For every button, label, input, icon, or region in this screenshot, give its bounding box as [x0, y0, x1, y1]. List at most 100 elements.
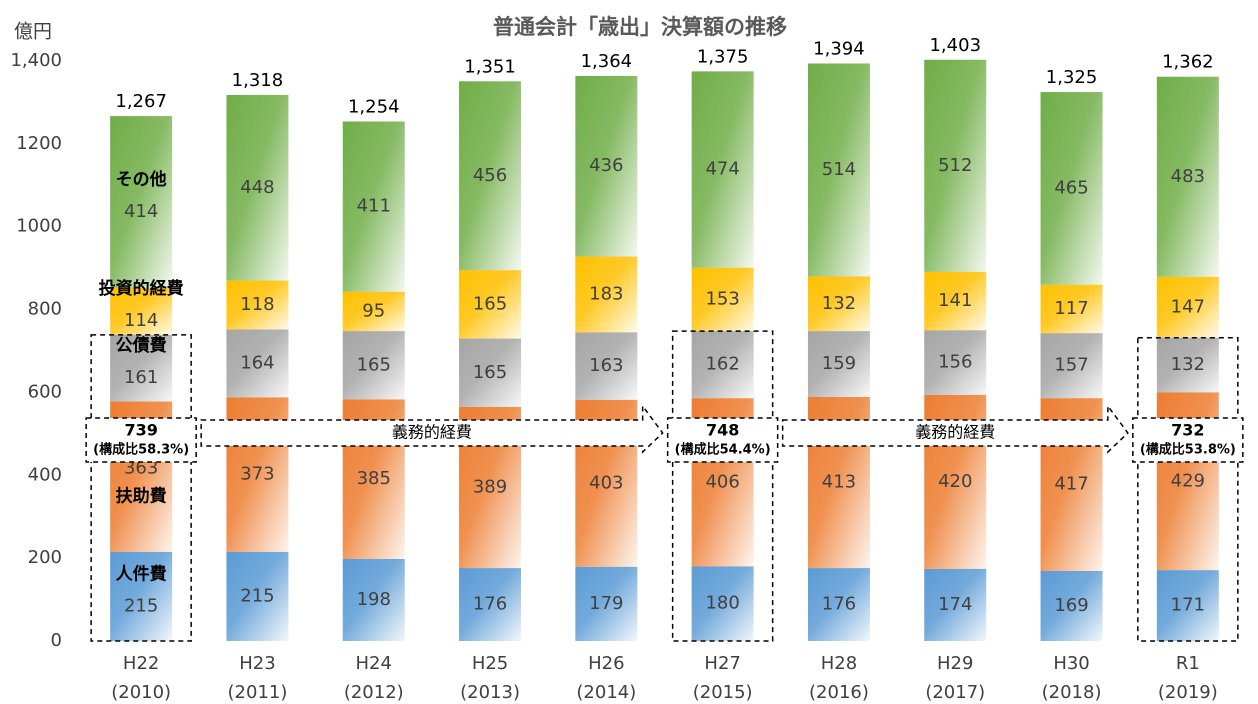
mandatory-share: (構成比53.8%) [1140, 442, 1236, 458]
bar-segment [459, 270, 522, 339]
value-label: 413 [822, 472, 856, 493]
arrow [200, 403, 664, 454]
arrow-label: 義務的経費 [915, 423, 995, 442]
value-label: 414 [124, 201, 158, 222]
bar-segment [575, 75, 638, 257]
legend-label: 公債費 [116, 335, 167, 356]
bar-segment [691, 331, 754, 399]
x-tick-label: H29 [937, 653, 973, 674]
y-tick-label: 1,400 [10, 50, 62, 71]
bar-segment [342, 331, 405, 400]
value-label: 147 [1171, 296, 1205, 317]
x-tick-label: (2010) [111, 682, 171, 703]
value-label: 164 [240, 352, 274, 373]
bar-segment [1040, 570, 1103, 641]
legend-label: 扶助費 [116, 486, 167, 507]
value-label: 176 [822, 594, 856, 615]
arrow [781, 403, 1129, 454]
x-tick-label: (2019) [1158, 682, 1218, 703]
x-tick-label: (2014) [576, 682, 636, 703]
x-tick-label: H23 [239, 653, 275, 674]
total-label: 1,375 [697, 46, 749, 67]
total-label: 1,254 [348, 96, 400, 117]
mandatory-box [666, 417, 779, 463]
value-label: 417 [1054, 474, 1088, 495]
value-label: 456 [473, 165, 507, 186]
mandatory-bracket [671, 330, 774, 642]
bar-segment [924, 568, 987, 641]
x-tick-label: R1 [1176, 653, 1200, 674]
value-label: 429 [1171, 470, 1205, 491]
value-label: 165 [473, 293, 507, 314]
value-label: 118 [240, 294, 274, 315]
bar-segment [342, 121, 405, 292]
value-label: 514 [822, 159, 856, 180]
bar-segment [924, 330, 987, 395]
x-tick-label: (2017) [925, 682, 985, 703]
bar-segment [226, 329, 289, 398]
bar-segment [459, 338, 522, 407]
mandatory-share: (構成比58.3%) [93, 442, 189, 458]
x-tick-label: (2015) [693, 682, 753, 703]
value-label: 183 [589, 283, 623, 304]
value-label: 161 [124, 367, 158, 388]
total-label: 1,364 [581, 51, 633, 72]
bar-segment [575, 256, 638, 333]
value-label: 436 [589, 155, 623, 176]
value-label: 465 [1054, 177, 1088, 198]
value-label: 169 [1054, 595, 1088, 616]
legend-label: 人件費 [116, 563, 167, 584]
value-label: 176 [473, 594, 507, 615]
value-label: 165 [357, 354, 391, 375]
value-label: 215 [124, 595, 158, 616]
value-label: 363 [124, 458, 158, 479]
mandatory-share: (構成比54.4%) [675, 442, 771, 458]
y-tick-label: 1000 [16, 216, 62, 237]
value-label: 483 [1171, 166, 1205, 187]
bar-segment [807, 331, 870, 397]
value-label: 406 [705, 471, 739, 492]
value-label: 159 [822, 353, 856, 374]
total-label: 1,394 [813, 38, 865, 59]
y-tick-label: 0 [51, 630, 62, 651]
bar-segment [110, 551, 173, 641]
x-tick-label: H22 [123, 653, 159, 674]
value-label: 411 [357, 196, 391, 217]
legend-label: 投資的経費 [99, 278, 184, 299]
x-tick-label: H25 [472, 653, 508, 674]
bar-segment [1040, 92, 1103, 285]
bar-segment [691, 566, 754, 641]
x-tick-label: H24 [356, 653, 392, 674]
arrow-label: 義務的経費 [392, 423, 472, 442]
x-tick-label: H26 [588, 653, 624, 674]
bar-segment [226, 280, 289, 330]
value-label: 157 [1054, 355, 1088, 376]
total-label: 1,351 [464, 56, 516, 77]
x-tick-label: H28 [821, 653, 857, 674]
value-label: 385 [357, 468, 391, 489]
value-label: 162 [705, 354, 739, 375]
bar-segment [226, 551, 289, 641]
value-label: 512 [938, 155, 972, 176]
mandatory-bracket [90, 334, 192, 642]
value-label: 141 [938, 290, 972, 311]
bar-segment [342, 558, 405, 641]
x-tick-label: (2016) [809, 682, 869, 703]
bar-segment [924, 59, 987, 272]
mandatory-value: 739 [124, 421, 157, 440]
total-label: 1,267 [115, 91, 167, 112]
value-label: 132 [1171, 354, 1205, 375]
bar-segment [575, 566, 638, 641]
bar-segment [1156, 337, 1219, 393]
value-label: 117 [1054, 298, 1088, 319]
total-label: 1,318 [232, 70, 284, 91]
y-tick-label: 200 [28, 547, 62, 568]
bar-segment [110, 287, 173, 335]
value-label: 165 [473, 362, 507, 383]
value-label: 114 [124, 310, 158, 331]
bar-segment [807, 276, 870, 332]
value-label: 163 [589, 355, 623, 376]
value-label: 389 [473, 477, 507, 498]
value-label: 198 [357, 589, 391, 610]
bar-segment [691, 267, 754, 332]
